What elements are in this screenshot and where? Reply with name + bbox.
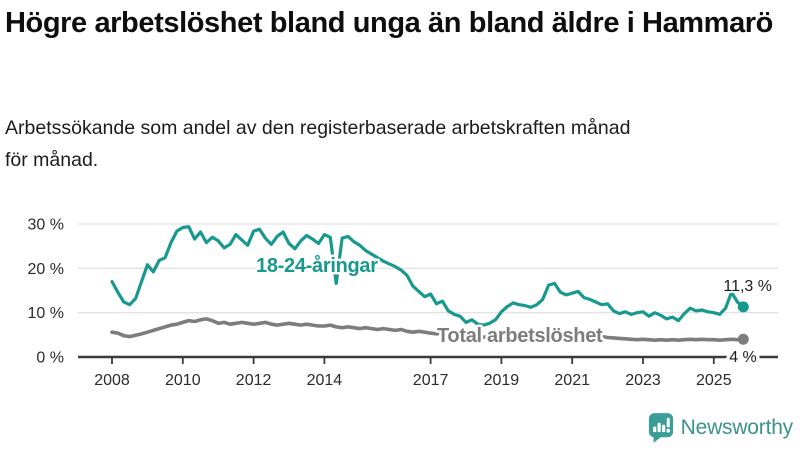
x-tick-label: 2010 [165, 372, 201, 389]
youth-series-label: 18-24-åringar [256, 254, 378, 277]
page-title: Högre arbetslöshet bland unga än bland ä… [5, 7, 773, 39]
total-end-value-label: 4 % [729, 349, 757, 366]
x-tick-label: 2023 [625, 372, 661, 389]
x-tick-label: 2017 [413, 372, 449, 389]
total-end-dot [737, 333, 749, 345]
chart-subtitle: Arbetssökande som andel av den registerb… [5, 117, 631, 172]
y-tick-label: 20 % [28, 261, 64, 278]
total-series-label: Total arbetslöshet [437, 325, 603, 347]
x-tick-label: 2008 [94, 372, 130, 389]
x-tick-label: 2021 [554, 372, 590, 389]
youth-end-value-label: 11,3 % [723, 278, 772, 295]
x-tick-label: 2019 [484, 372, 520, 389]
x-tick-label: 2012 [236, 372, 272, 389]
y-tick-label: 30 % [28, 217, 64, 234]
bar-chart-glyph [652, 417, 670, 433]
y-tick-label: 0 % [36, 350, 64, 367]
x-tick-label: 2014 [307, 372, 343, 389]
y-tick-label: 10 % [28, 305, 64, 322]
newsworthy-logo-icon [648, 413, 673, 443]
speech-bubble-shape [648, 413, 673, 443]
brand-name: Newsworthy [680, 416, 794, 439]
newsworthy-brand: Newsworthy [648, 412, 793, 444]
x-tick-label: 2025 [696, 372, 732, 389]
youth-series-line [110, 225, 745, 327]
youth-end-dot [737, 301, 749, 313]
total-series-line [110, 317, 746, 343]
